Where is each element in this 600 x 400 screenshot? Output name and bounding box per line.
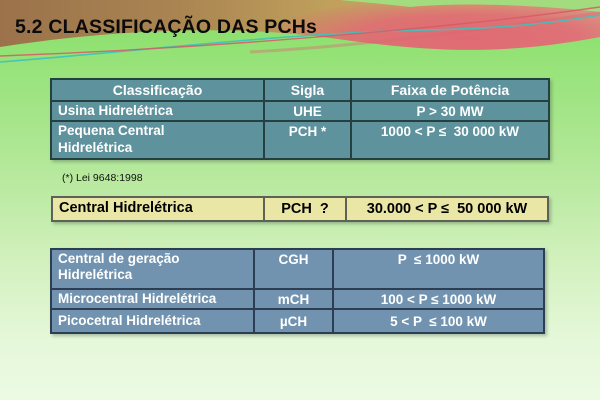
header-faixa-potencia: Faixa de Potência [350,78,550,102]
cell-cgh-nome: Central de geração Hidrelétrica [50,248,255,290]
cell-pch-sigla: PCH * [263,120,352,161]
classification-table-small-plants: Central de geração Hidrelétrica CGH P ≤ … [50,248,545,335]
banner-top-right-green-sliver [340,0,600,12]
row-pch: Pequena Central Hidrelétrica PCH * 1000 … [50,120,550,161]
cell-mch-faixa: 100 < P ≤ 1000 kW [332,287,545,311]
cell-uch-sigla: µCH [253,308,334,335]
cell-uch-nome: Picocetral Hidrelétrica [50,308,255,335]
header-classificacao: Classificação [50,78,265,102]
cell-central-faixa: 30.000 < P ≤ 50 000 kW [345,196,549,222]
banner-red-streak [249,11,600,54]
row-uch: Picocetral Hidrelétrica µCH 5 < P ≤ 100 … [50,308,545,335]
table-header-row: Classificação Sigla Faixa de Potência [50,78,550,102]
cell-mch-nome: Microcentral Hidrelétrica [50,287,255,311]
slide-title: 5.2 CLASSIFICAÇÃO DAS PCHs [15,16,318,38]
cell-mch-sigla: mCH [253,287,334,311]
row-uhe: Usina Hidrelétrica UHE P > 30 MW [50,99,550,123]
cell-uhe-nome: Usina Hidrelétrica [50,99,265,123]
footnote-lei: (*) Lei 9648:1998 [62,172,143,184]
cell-pch-nome: Pequena Central Hidrelétrica [50,120,265,161]
cell-pch-faixa: 1000 < P ≤ 30 000 kW [350,120,550,161]
cell-uhe-sigla: UHE [263,99,352,123]
cell-central-nome: Central Hidrelétrica [51,196,265,222]
classification-table-central: Central Hidrelétrica PCH ? 30.000 < P ≤ … [51,196,549,222]
cell-cgh-sigla: CGH [253,248,334,290]
banner-green-wave [0,30,600,80]
header-sigla: Sigla [263,78,352,102]
cell-central-sigla: PCH ? [263,196,347,222]
cell-cgh-faixa: P ≤ 1000 kW [332,248,545,290]
decorative-wave-banner [0,0,600,80]
row-cgh: Central de geração Hidrelétrica CGH P ≤ … [50,248,545,290]
cell-uhe-faixa: P > 30 MW [350,99,550,123]
cell-uch-faixa: 5 < P ≤ 100 kW [332,308,545,335]
banner-red-line [0,6,600,57]
classification-table-main: Classificação Sigla Faixa de Potência Us… [50,78,550,161]
row-central-hidreletrica: Central Hidrelétrica PCH ? 30.000 < P ≤ … [51,196,549,222]
row-mch: Microcentral Hidrelétrica mCH 100 < P ≤ … [50,287,545,311]
